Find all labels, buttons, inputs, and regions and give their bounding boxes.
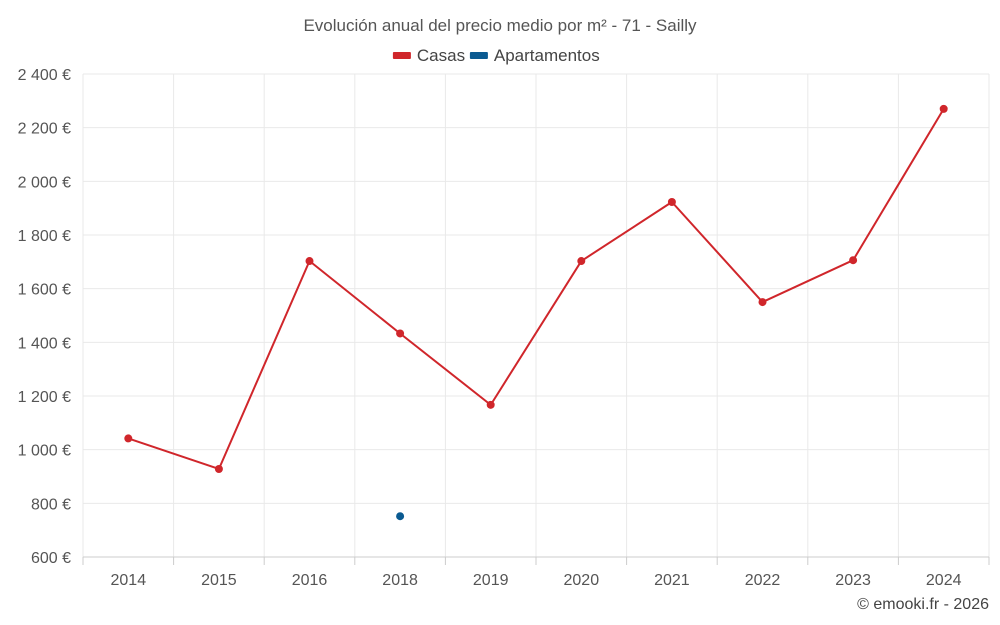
data-point[interactable] [849, 256, 858, 265]
credit-text: © emooki.fr - 2026 [857, 596, 989, 613]
x-tick-label: 2022 [745, 572, 781, 589]
x-tick-label: 2024 [926, 572, 962, 589]
data-point[interactable] [939, 104, 948, 113]
data-point[interactable] [577, 257, 586, 266]
series-layer [124, 104, 948, 521]
data-point[interactable] [124, 434, 133, 443]
x-tick-label: 2021 [654, 572, 690, 589]
legend: Casas Apartamentos [392, 46, 600, 65]
y-axis: 600 € 800 € 1 000 € 1 200 € 1 400 € 1 600 € 1 … [18, 67, 71, 567]
legend-swatch [469, 52, 488, 59]
chart-title: Evolución anual del precio medio por m² … [303, 16, 697, 35]
y-tick-label: 1 400 € [18, 335, 71, 352]
data-point[interactable] [667, 197, 676, 206]
grid-lines [82, 73, 990, 557]
legend-label[interactable]: Casas [417, 46, 465, 65]
y-tick-label: 2 400 € [18, 67, 71, 84]
series-line-0 [127, 108, 945, 470]
x-tick-label: 2019 [473, 572, 509, 589]
data-point[interactable] [486, 400, 495, 409]
legend-label[interactable]: Apartamentos [494, 46, 600, 65]
data-point[interactable] [396, 329, 405, 338]
y-tick-label: 2 200 € [18, 121, 71, 138]
data-point[interactable] [758, 298, 767, 307]
legend-swatch [392, 52, 411, 59]
data-point[interactable] [396, 512, 405, 521]
x-tick-label: 2020 [564, 572, 600, 589]
x-tick-label: 2016 [292, 572, 328, 589]
data-point[interactable] [305, 257, 314, 266]
data-point[interactable] [214, 464, 223, 473]
y-tick-label: 1 000 € [18, 443, 71, 460]
x-axis: 2014 2015 2016 2018 2019 2020 2021 2022 2023 2024 [82, 556, 990, 589]
y-tick-label: 600 € [31, 550, 71, 567]
x-tick-label: 2014 [111, 572, 147, 589]
x-tick-label: 2023 [835, 572, 871, 589]
x-tick-label: 2018 [382, 572, 418, 589]
y-tick-label: 2 000 € [18, 174, 71, 191]
y-tick-label: 800 € [31, 496, 71, 513]
y-tick-label: 1 600 € [18, 282, 71, 299]
y-tick-label: 1 200 € [18, 389, 71, 406]
y-tick-label: 1 800 € [18, 228, 71, 245]
x-tick-label: 2015 [201, 572, 237, 589]
